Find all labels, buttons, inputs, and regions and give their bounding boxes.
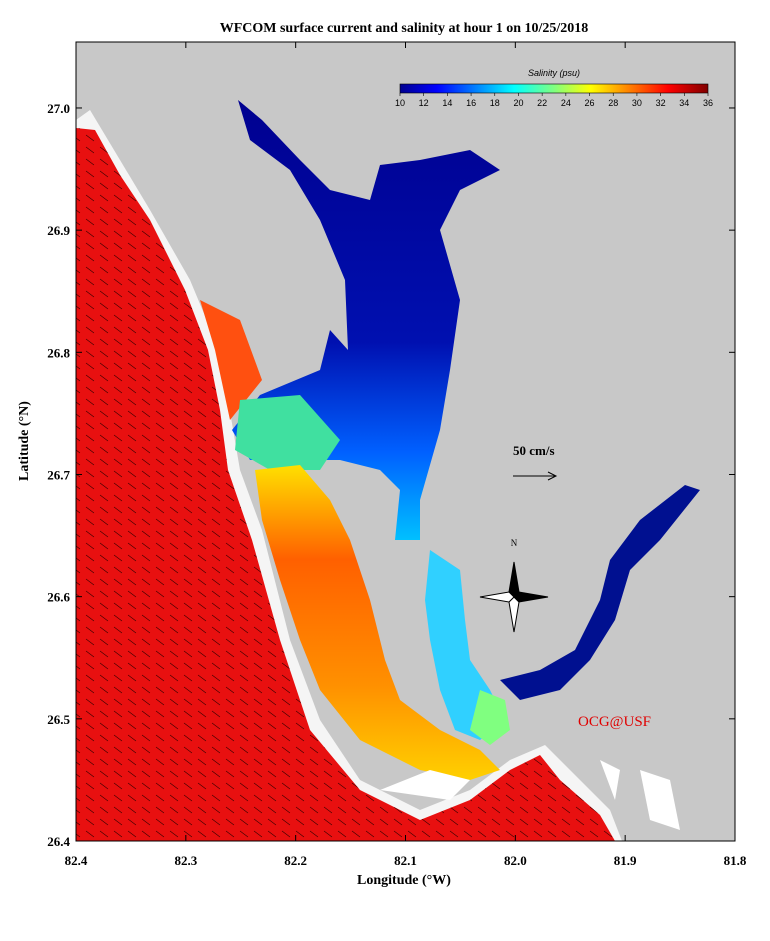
x-tick-label: 82.3 [174, 853, 197, 868]
colorbar-tick-label: 36 [703, 98, 713, 108]
colorbar-tick-label: 26 [585, 98, 595, 108]
credit: OCG@USF [578, 714, 651, 730]
estuary-mouth [470, 690, 510, 745]
y-axis-label: Latitude (°N) [17, 401, 32, 481]
y-tick-label: 26.7 [47, 467, 70, 482]
harbor-mouth [235, 395, 340, 470]
colorbar-tick-label: 20 [513, 98, 523, 108]
islands [600, 760, 680, 830]
colorbar-label: Salinity (psu) [528, 68, 580, 78]
y-tick-label: 26.4 [47, 834, 70, 849]
colorbar-tick-label: 32 [656, 98, 666, 108]
y-tick-label: 27.0 [47, 101, 70, 116]
y-tick-label: 26.5 [47, 712, 70, 727]
colorbar-tick-label: 30 [632, 98, 642, 108]
colorbar-tick-label: 24 [561, 98, 571, 108]
lemon-bay [200, 300, 262, 420]
y-tick-label: 26.6 [47, 590, 70, 605]
x-tick-label: 82.0 [504, 853, 527, 868]
map-area [75, 41, 736, 842]
colorbar-tick-label: 18 [490, 98, 500, 108]
colorbar-tick-label: 28 [608, 98, 618, 108]
colorbar-tick-label: 10 [395, 98, 405, 108]
title: WFCOM surface current and salinity at ho… [220, 21, 589, 36]
y-tick-label: 26.8 [47, 345, 70, 360]
caloosahatchee [500, 485, 700, 700]
y-tick-label: 26.9 [47, 223, 70, 238]
colorbar-tick-label: 22 [537, 98, 547, 108]
x-tick-label: 82.1 [394, 853, 417, 868]
compass-label: N [511, 538, 518, 548]
scale-arrow-label: 50 cm/s [513, 443, 555, 458]
colorbar-tick-label: 14 [442, 98, 452, 108]
x-tick-label: 82.4 [65, 853, 88, 868]
sanibel [380, 770, 470, 800]
scale-arrow-head [547, 471, 558, 481]
x-tick-label: 81.9 [614, 853, 637, 868]
colorbar-tick-label: 12 [419, 98, 429, 108]
colorbar-tick-label: 16 [466, 98, 476, 108]
colorbar-tick-label: 34 [679, 98, 689, 108]
compass [479, 561, 549, 633]
pine-island-sound [255, 465, 500, 780]
current-vectors [76, 128, 615, 841]
x-tick-label: 81.8 [724, 853, 747, 868]
x-tick-label: 82.2 [284, 853, 307, 868]
colorbar [399, 83, 709, 94]
x-axis-label: Longitude (°W) [357, 873, 451, 888]
